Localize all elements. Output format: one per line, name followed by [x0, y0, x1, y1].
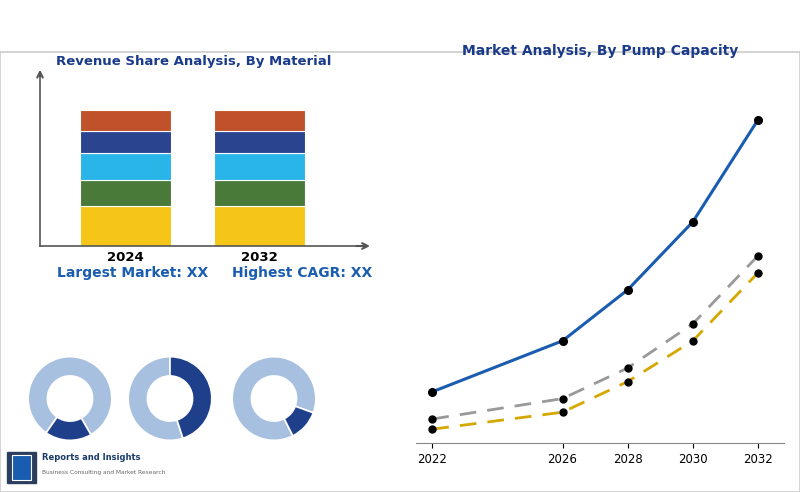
Wedge shape	[128, 357, 183, 440]
Bar	[80, 180, 171, 206]
Wedge shape	[232, 357, 316, 440]
Bar	[214, 110, 305, 131]
Title: Market Analysis, By Pump Capacity: Market Analysis, By Pump Capacity	[462, 44, 738, 58]
Bar	[214, 153, 305, 180]
Bar	[214, 180, 305, 206]
Bar	[214, 206, 305, 246]
Text: GLOBAL PERISTALTIC PUMPS MARKET SEGMENT ANALYSIS: GLOBAL PERISTALTIC PUMPS MARKET SEGMENT …	[10, 17, 552, 35]
Wedge shape	[284, 406, 314, 436]
Bar	[80, 110, 171, 131]
Wedge shape	[170, 357, 212, 438]
Bar	[214, 131, 305, 153]
Text: Business Consulting and Market Research: Business Consulting and Market Research	[42, 470, 166, 475]
Bar	[80, 153, 171, 180]
Wedge shape	[46, 417, 91, 440]
Wedge shape	[28, 357, 112, 435]
Bar	[80, 206, 171, 246]
Text: Reports and Insights: Reports and Insights	[42, 453, 141, 462]
Text: Highest CAGR: XX: Highest CAGR: XX	[231, 266, 372, 280]
FancyBboxPatch shape	[7, 452, 36, 483]
Text: Revenue Share Analysis, By Material: Revenue Share Analysis, By Material	[56, 56, 331, 68]
Bar	[80, 131, 171, 153]
FancyBboxPatch shape	[12, 456, 31, 480]
Text: Largest Market: XX: Largest Market: XX	[57, 266, 208, 280]
